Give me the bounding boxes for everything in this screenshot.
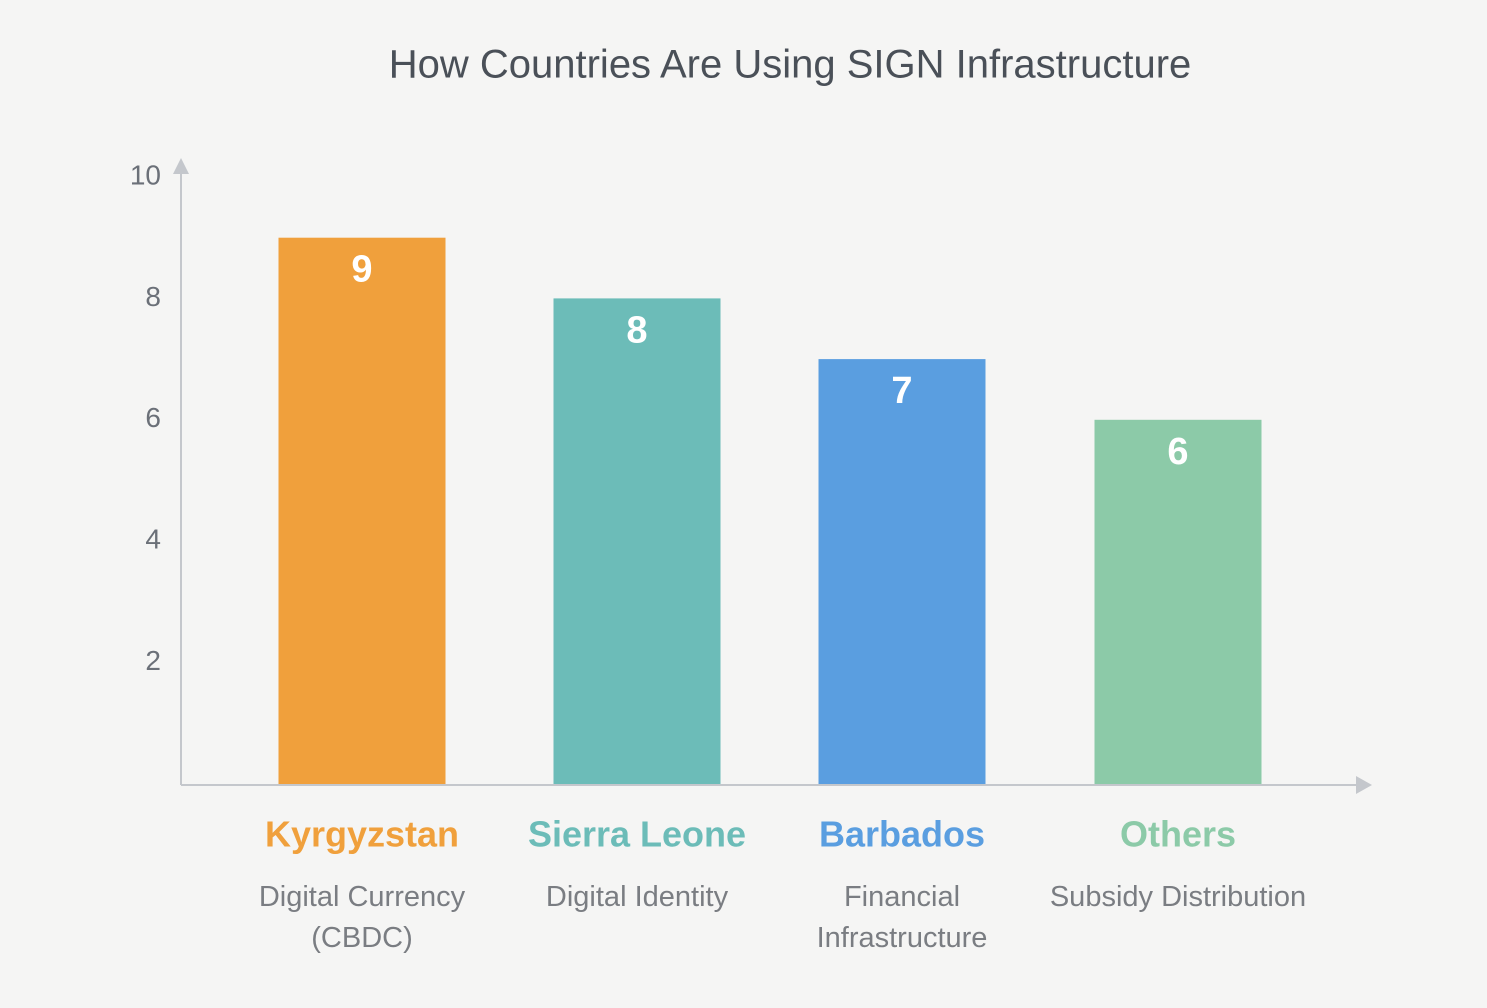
category-description: Digital Currency (CBDC) [258,881,466,954]
value-label: 8 [626,309,647,351]
y-tick-label: 4 [145,524,161,555]
y-tick-label: 10 [130,159,161,190]
bar [1094,419,1262,784]
category-label: Barbados [819,814,985,855]
y-axis-arrow [173,158,189,174]
value-label: 9 [351,249,372,291]
category-label: Others [1120,814,1236,855]
bar [818,359,986,784]
y-tick-label: 2 [145,645,161,676]
y-tick-label: 8 [145,281,161,312]
y-tick-label: 6 [145,402,161,433]
value-label: 6 [1167,431,1188,473]
category-description: Subsidy Distribution [1049,881,1307,913]
category-description: Digital Identity [545,881,729,913]
category-label: Sierra Leone [528,814,746,855]
value-label: 7 [891,370,912,412]
chart-title: How Countries Are Using SIGN Infrastruct… [389,43,1192,87]
category-description: Financial Infrastructure [816,881,988,954]
bar [553,298,721,784]
x-axis-arrow [1356,776,1372,794]
category-label: Kyrgyzstan [265,814,459,855]
bar [278,237,446,784]
